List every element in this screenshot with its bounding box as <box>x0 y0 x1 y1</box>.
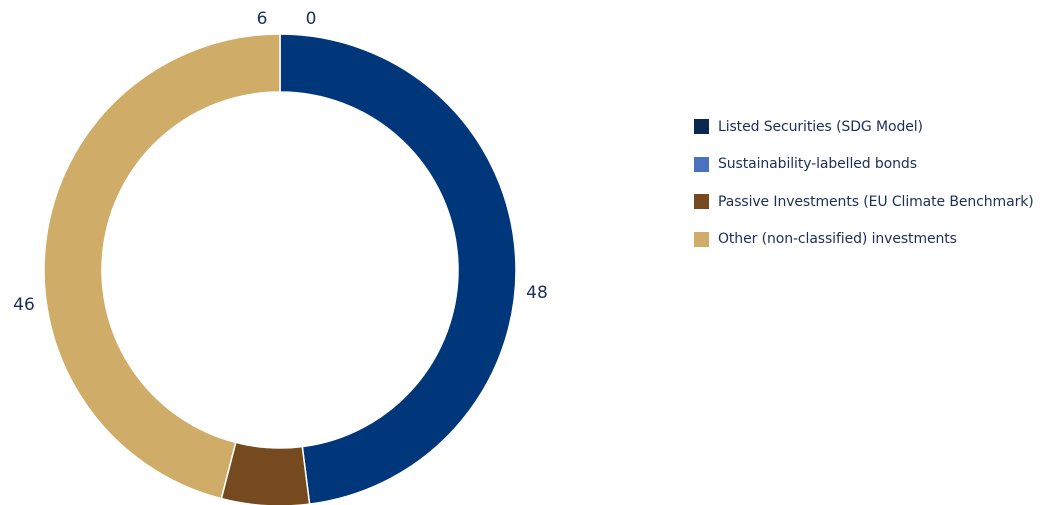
legend-swatch-passive-investments <box>694 194 709 209</box>
slice-other-investments <box>43 33 281 500</box>
legend-item-other-investments: Other (non-classified) investments <box>694 229 1034 250</box>
value-label-listed-securities: 48 <box>526 283 548 303</box>
legend-label-listed-securities: Listed Securities (SDG Model) <box>718 118 923 135</box>
value-label-other-investments: 46 <box>13 295 35 315</box>
legend-swatch-listed-securities <box>694 119 709 134</box>
slice-passive-investments <box>220 441 311 505</box>
donut-slices <box>43 33 517 505</box>
legend-swatch-sustainability-bonds <box>694 156 709 172</box>
legend-item-passive-investments: Passive Investments (EU Climate Benchmar… <box>694 191 1034 212</box>
slice-listed-securities <box>279 33 517 505</box>
donut-value-labels: 48 0 6 46 <box>13 9 548 315</box>
value-label-sustainability-bonds: 0 <box>306 9 317 29</box>
chart-legend: Listed Securities (SDG Model) Sustainabi… <box>694 116 1034 266</box>
value-label-passive-investments: 6 <box>257 9 268 29</box>
legend-item-listed-securities: Listed Securities (SDG Model) <box>694 116 1034 137</box>
legend-label-other-investments: Other (non-classified) investments <box>718 231 957 247</box>
legend-swatch-other-investments <box>694 231 709 247</box>
legend-label-passive-investments: Passive Investments (EU Climate Benchmar… <box>718 193 1034 210</box>
legend-label-sustainability-bonds: Sustainability-labelled bonds <box>718 156 917 172</box>
legend-item-sustainability-bonds: Sustainability-labelled bonds <box>694 154 1034 175</box>
